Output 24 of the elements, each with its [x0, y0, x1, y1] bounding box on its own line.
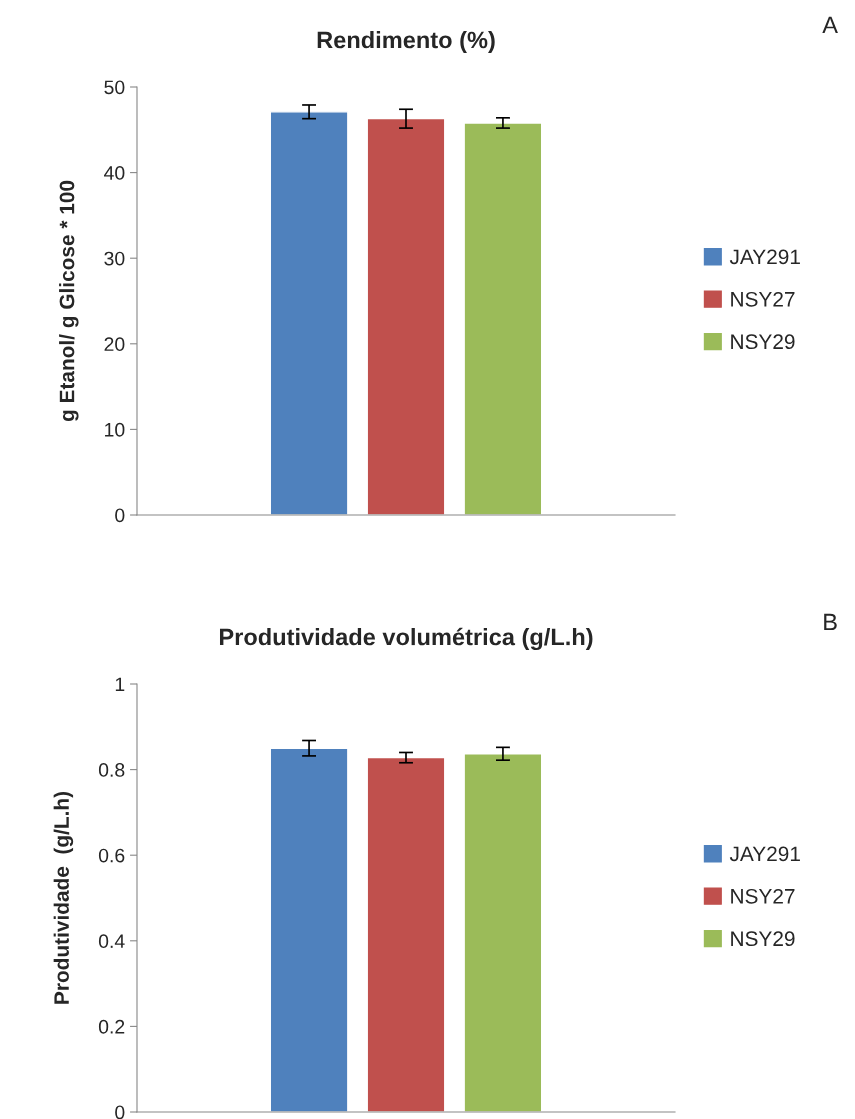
chart-title: Produtividade volumétrica (g/L.h) — [219, 627, 593, 651]
y-tick-label: 0.2 — [98, 1019, 125, 1034]
y-tick-label: 20 — [104, 337, 125, 352]
y-tick-label: 40 — [104, 166, 125, 180]
y-tick-label: 0 — [115, 1105, 125, 1119]
legend-label: NSY27 — [731, 291, 795, 307]
legend-label: NSY29 — [731, 334, 795, 350]
y-axis-title: g Etanol/ g Glicose * 100 — [59, 180, 79, 422]
y-axis-title: Produtividade (g/L.h) — [53, 791, 74, 1004]
y-tick-label: 0.8 — [98, 763, 125, 777]
y-tick-label: 0 — [115, 508, 125, 523]
legend-label: JAY291 — [729, 846, 800, 862]
chart-title: Rendimento (%) — [317, 31, 495, 54]
y-tick-label: 10 — [105, 422, 125, 437]
y-tick-label: 1 — [115, 677, 125, 692]
legend-label: NSY29 — [731, 931, 795, 947]
y-tick-label: 0.4 — [98, 934, 125, 949]
y-tick-label: 0.6 — [98, 848, 125, 863]
y-tick-label: 50 — [104, 80, 125, 95]
legend-label: JAY291 — [729, 249, 800, 265]
y-tick-label: 30 — [104, 251, 125, 266]
text: B — [824, 613, 837, 631]
text: A — [822, 16, 838, 34]
legend-label: NSY27 — [731, 888, 795, 904]
